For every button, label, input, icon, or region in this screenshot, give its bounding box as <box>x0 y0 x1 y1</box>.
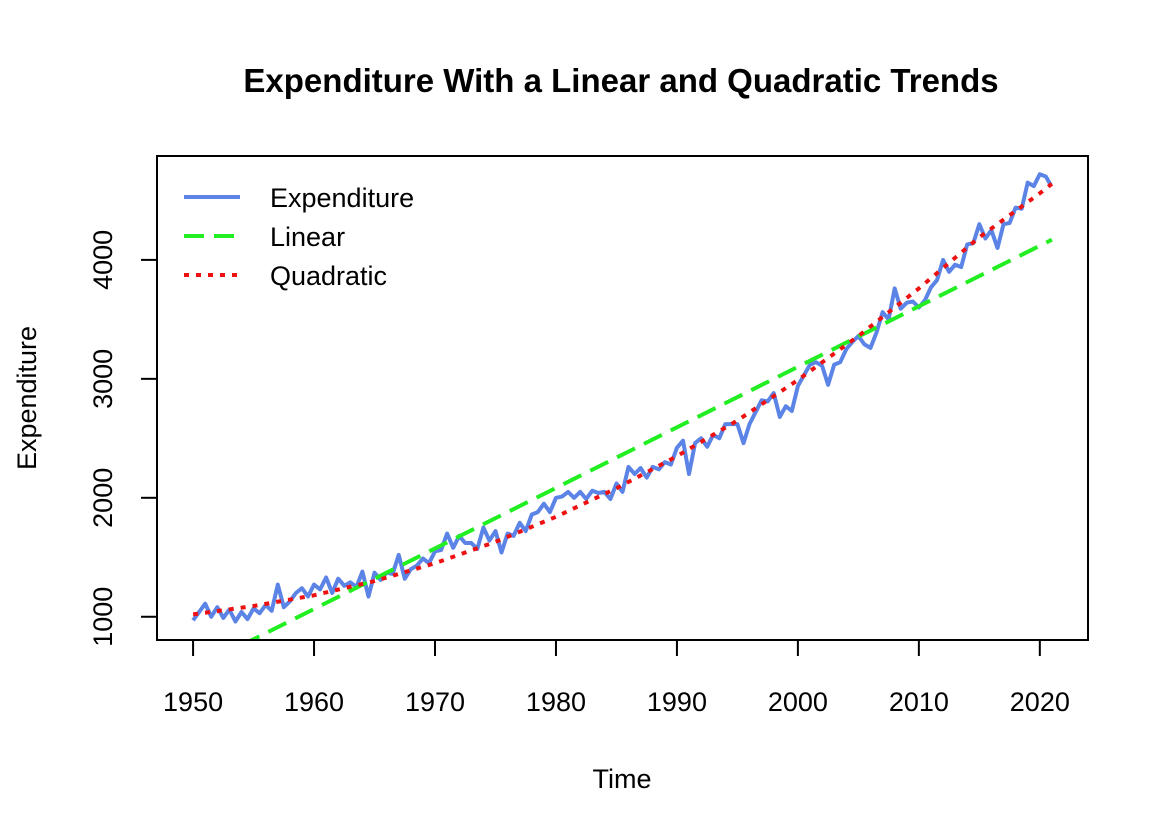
y-axis: 1000 2000 3000 4000 <box>88 230 157 647</box>
x-axis: 1950 1960 1970 1980 1990 2000 2010 2020 <box>163 639 1070 717</box>
x-tick-label: 1970 <box>405 687 465 717</box>
legend: Expenditure Linear Quadratic <box>184 183 414 291</box>
x-tick-label: 1980 <box>526 687 586 717</box>
x-tick-label: 2020 <box>1010 687 1070 717</box>
legend-label-expenditure: Expenditure <box>270 183 414 213</box>
series-layer <box>191 172 1054 639</box>
x-tick-label: 1950 <box>163 687 223 717</box>
x-tick-label: 2000 <box>768 687 828 717</box>
x-tick-label: 1990 <box>647 687 707 717</box>
x-tick-label: 2010 <box>889 687 949 717</box>
y-tick-label: 1000 <box>88 587 118 647</box>
series-line-linear <box>249 237 1053 639</box>
x-axis-label: Time <box>593 764 652 794</box>
x-tick-label: 1960 <box>284 687 344 717</box>
y-tick-label: 3000 <box>88 349 118 409</box>
legend-label-linear: Linear <box>270 222 345 252</box>
series-line-expenditure <box>191 172 1053 624</box>
legend-label-quadratic: Quadratic <box>270 261 387 291</box>
chart-title: Expenditure With a Linear and Quadratic … <box>243 62 998 99</box>
y-tick-label: 2000 <box>88 468 118 528</box>
y-axis-label: Expenditure <box>12 326 42 470</box>
y-tick-label: 4000 <box>88 230 118 290</box>
